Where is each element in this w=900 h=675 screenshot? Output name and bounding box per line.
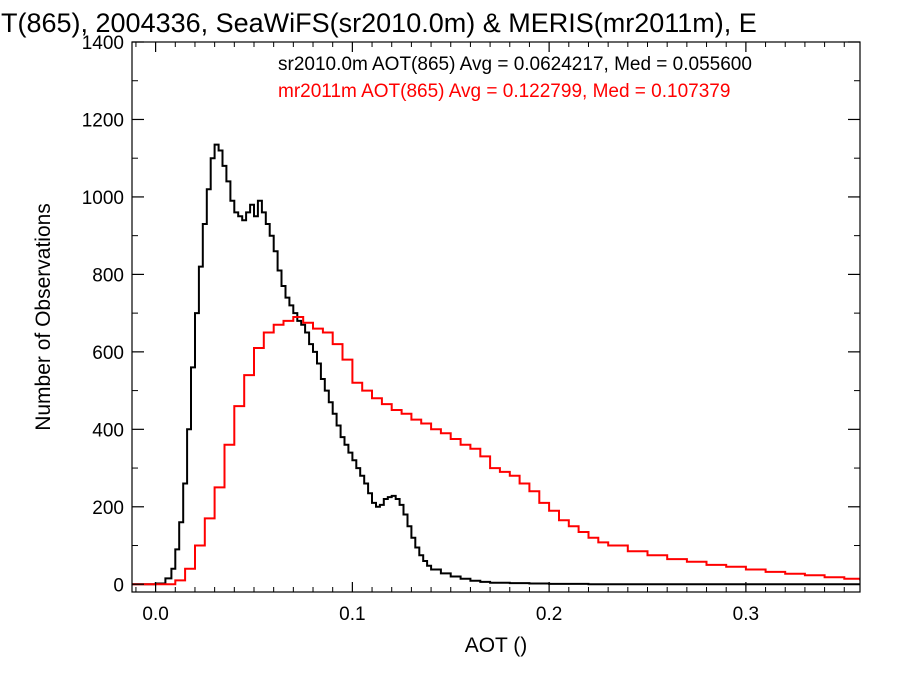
x-tick-label: 0.2 <box>536 604 562 625</box>
y-tick-label: 1400 <box>82 33 124 54</box>
x-axis: 0.0 0.1 0.2 0.3 <box>135 42 845 625</box>
series-2-line <box>132 316 860 586</box>
y-tick-label: 1000 <box>82 188 124 209</box>
y-axis-label: Number of Observations <box>32 203 55 431</box>
y-tick-label: 0 <box>113 575 124 596</box>
y-tick-label: 400 <box>92 420 124 441</box>
x-tick-label: 0.3 <box>733 604 759 625</box>
plot-frame <box>131 41 861 593</box>
y-tick-label: 1200 <box>82 110 124 131</box>
y-axis: 0 200 400 600 800 1000 1200 1400 <box>82 33 860 596</box>
series-1-line <box>132 143 860 586</box>
x-axis-label: AOT () <box>465 634 528 657</box>
annotation-series-2-stats: mr2011m AOT(865) Avg = 0.122799, Med = 0… <box>278 81 730 102</box>
chart-title: OT(865), 2004336, SeaWiFS(sr2010.0m) & M… <box>0 8 757 38</box>
annotation-series-1-stats: sr2010.0m AOT(865) Avg = 0.0624217, Med … <box>278 54 752 75</box>
x-tick-label: 0.0 <box>142 604 168 625</box>
y-tick-label: 800 <box>92 265 124 286</box>
x-tick-label: 0.1 <box>339 604 365 625</box>
y-tick-label: 200 <box>92 498 124 519</box>
y-tick-label: 600 <box>92 343 124 364</box>
